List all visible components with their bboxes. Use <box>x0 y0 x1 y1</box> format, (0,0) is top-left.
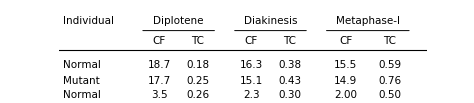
Text: Normal: Normal <box>63 60 101 70</box>
Text: 18.7: 18.7 <box>148 60 171 70</box>
Text: 0.50: 0.50 <box>378 90 401 100</box>
Text: 15.1: 15.1 <box>239 76 263 86</box>
Text: 0.76: 0.76 <box>378 76 401 86</box>
Text: Diakinesis: Diakinesis <box>244 16 297 26</box>
Text: 0.30: 0.30 <box>278 90 301 100</box>
Text: Metaphase-I: Metaphase-I <box>336 16 400 26</box>
Text: Normal: Normal <box>63 90 101 100</box>
Text: 17.7: 17.7 <box>148 76 171 86</box>
Text: 0.38: 0.38 <box>278 60 301 70</box>
Text: CF: CF <box>339 36 352 46</box>
Text: 3.5: 3.5 <box>151 90 168 100</box>
Text: 2.00: 2.00 <box>334 90 357 100</box>
Text: 2.3: 2.3 <box>243 90 259 100</box>
Text: 0.26: 0.26 <box>186 90 210 100</box>
Text: CF: CF <box>153 36 166 46</box>
Text: CF: CF <box>245 36 258 46</box>
Text: TC: TC <box>283 36 296 46</box>
Text: 15.5: 15.5 <box>334 60 357 70</box>
Text: 16.3: 16.3 <box>239 60 263 70</box>
Text: Individual: Individual <box>63 16 114 26</box>
Text: 0.43: 0.43 <box>278 76 301 86</box>
Text: 0.18: 0.18 <box>186 60 210 70</box>
Text: TC: TC <box>191 36 204 46</box>
Text: 14.9: 14.9 <box>334 76 357 86</box>
Text: Diplotene: Diplotene <box>154 16 204 26</box>
Text: Mutant: Mutant <box>63 76 100 86</box>
Text: TC: TC <box>383 36 396 46</box>
Text: 0.59: 0.59 <box>378 60 401 70</box>
Text: 0.25: 0.25 <box>186 76 210 86</box>
